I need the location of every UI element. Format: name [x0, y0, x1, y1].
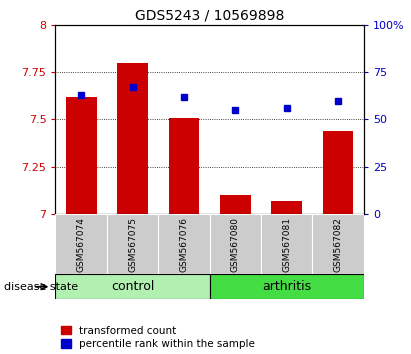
Text: GSM567074: GSM567074 — [77, 217, 85, 272]
Bar — [55, 214, 107, 274]
Title: GDS5243 / 10569898: GDS5243 / 10569898 — [135, 8, 284, 22]
Bar — [210, 274, 364, 299]
Bar — [55, 274, 210, 299]
Text: GSM567080: GSM567080 — [231, 217, 240, 272]
Bar — [323, 131, 353, 214]
Text: GSM567082: GSM567082 — [334, 217, 342, 272]
Text: control: control — [111, 280, 154, 293]
Bar — [271, 201, 302, 214]
Bar — [261, 214, 312, 274]
Bar — [66, 97, 97, 214]
Legend: transformed count, percentile rank within the sample: transformed count, percentile rank withi… — [61, 326, 255, 349]
Bar — [312, 214, 364, 274]
Bar — [107, 214, 158, 274]
Bar — [158, 214, 210, 274]
Bar — [117, 63, 148, 214]
Text: GSM567075: GSM567075 — [128, 217, 137, 272]
Text: disease state: disease state — [4, 282, 78, 292]
Text: arthritis: arthritis — [262, 280, 311, 293]
Text: GSM567081: GSM567081 — [282, 217, 291, 272]
Text: GSM567076: GSM567076 — [180, 217, 188, 272]
Bar — [210, 214, 261, 274]
Bar — [220, 195, 251, 214]
Bar — [169, 118, 199, 214]
